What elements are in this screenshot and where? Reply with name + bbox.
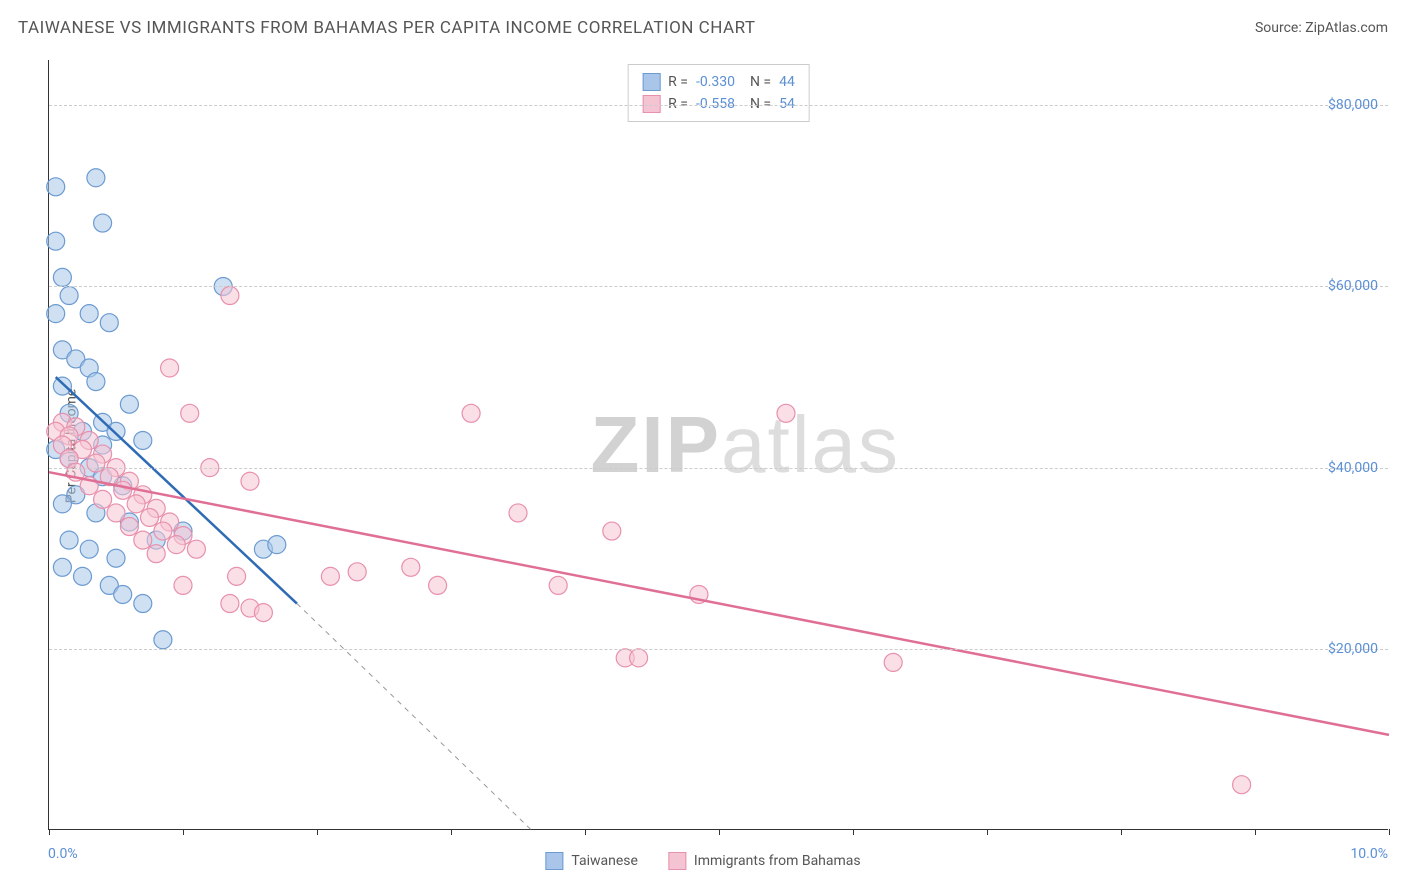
y-tick-label: $60,000 (1328, 278, 1378, 294)
data-point (120, 518, 138, 536)
chart-header: TAIWANESE VS IMMIGRANTS FROM BAHAMAS PER… (18, 18, 1388, 38)
data-point (80, 540, 98, 558)
data-point (53, 268, 71, 286)
data-point (167, 536, 185, 554)
x-tick (1389, 829, 1390, 835)
data-point (134, 431, 152, 449)
legend-label-2: Immigrants from Bahamas (694, 853, 861, 869)
legend-label-1: Taiwanese (571, 853, 638, 869)
data-point (241, 472, 259, 490)
data-point (1233, 776, 1251, 794)
data-point (221, 595, 239, 613)
gridline-h (49, 468, 1388, 469)
data-point (154, 631, 172, 649)
legend-item-2: Immigrants from Bahamas (668, 852, 861, 870)
x-tick (1121, 829, 1122, 835)
data-point (47, 305, 65, 323)
data-point (402, 558, 420, 576)
data-point (53, 558, 71, 576)
gridline-h (49, 286, 1388, 287)
chart-title: TAIWANESE VS IMMIGRANTS FROM BAHAMAS PER… (18, 18, 756, 38)
legend-item-1: Taiwanese (545, 852, 638, 870)
x-tick (585, 829, 586, 835)
data-point (221, 287, 239, 305)
data-point (141, 508, 159, 526)
data-point (174, 576, 192, 594)
plot-svg (49, 60, 1388, 829)
x-tick (719, 829, 720, 835)
data-point (47, 178, 65, 196)
data-point (127, 495, 145, 513)
data-point (107, 504, 125, 522)
chart-source: Source: ZipAtlas.com (1255, 20, 1388, 36)
y-tick-label: $80,000 (1328, 97, 1378, 113)
data-point (884, 653, 902, 671)
data-point (114, 585, 132, 603)
gridline-h (49, 105, 1388, 106)
data-point (53, 377, 71, 395)
data-point (462, 404, 480, 422)
data-point (53, 495, 71, 513)
x-axis-max-label: 10.0% (1350, 846, 1388, 862)
x-axis-min-label: 0.0% (48, 846, 78, 862)
data-point (181, 404, 199, 422)
data-point (114, 481, 132, 499)
data-point (94, 214, 112, 232)
data-point (74, 567, 92, 585)
x-tick (1255, 829, 1256, 835)
x-tick (451, 829, 452, 835)
data-point (134, 595, 152, 613)
data-point (80, 305, 98, 323)
data-point (87, 373, 105, 391)
data-point (120, 395, 138, 413)
data-point (161, 359, 179, 377)
data-point (60, 287, 78, 305)
y-tick-label: $40,000 (1328, 460, 1378, 476)
data-point (47, 232, 65, 250)
data-point (348, 563, 366, 581)
data-point (254, 604, 272, 622)
trend-line-extrapolated (297, 604, 532, 830)
data-point (60, 531, 78, 549)
legend-swatch-2 (668, 852, 686, 870)
data-point (87, 454, 105, 472)
data-point (630, 649, 648, 667)
gridline-h (49, 649, 1388, 650)
data-point (154, 522, 172, 540)
legend-bottom: Taiwanese Immigrants from Bahamas (545, 852, 860, 870)
data-point (94, 490, 112, 508)
data-point (509, 504, 527, 522)
x-tick (987, 829, 988, 835)
data-point (268, 536, 286, 554)
x-tick (853, 829, 854, 835)
data-point (321, 567, 339, 585)
data-point (107, 422, 125, 440)
x-tick (317, 829, 318, 835)
data-point (187, 540, 205, 558)
y-tick-label: $20,000 (1328, 641, 1378, 657)
data-point (603, 522, 621, 540)
data-point (549, 576, 567, 594)
data-point (134, 531, 152, 549)
data-point (228, 567, 246, 585)
x-tick (49, 829, 50, 835)
data-point (777, 404, 795, 422)
data-point (100, 314, 118, 332)
legend-swatch-1 (545, 852, 563, 870)
data-point (429, 576, 447, 594)
data-point (147, 545, 165, 563)
chart-plot-area: ZIPatlas R = -0.330 N = 44 R = -0.558 N … (48, 60, 1388, 830)
data-point (107, 549, 125, 567)
data-point (87, 169, 105, 187)
x-tick (183, 829, 184, 835)
